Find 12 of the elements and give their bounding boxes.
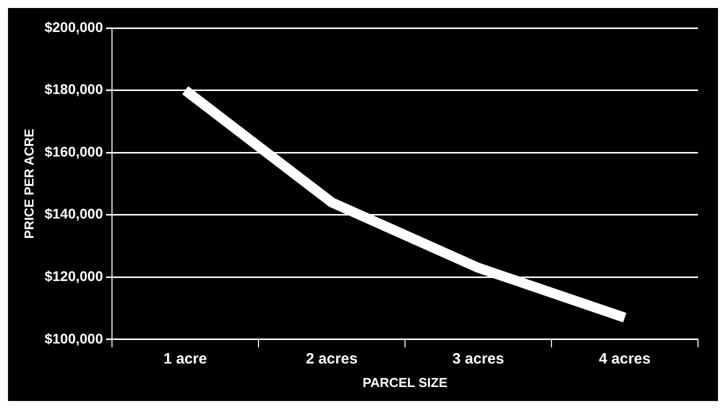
y-tick-label: $140,000 [44,206,104,222]
y-tick-label: $120,000 [44,268,104,284]
x-tick-label: 4 acres [598,350,651,368]
x-tick-label: 2 acres [306,350,358,368]
x-tick-label: 1 acre [164,350,207,368]
y-tick-label: $160,000 [44,143,104,160]
x-axis-title: PARCEL SIZE [362,374,448,390]
y-axis-title: PRICE PER ACRE [21,128,36,239]
y-tick-label: $100,000 [44,330,104,346]
y-tick-label: $200,000 [44,18,104,35]
x-tick-label: 3 acres [452,350,504,368]
y-tick-label: $180,000 [44,81,104,98]
